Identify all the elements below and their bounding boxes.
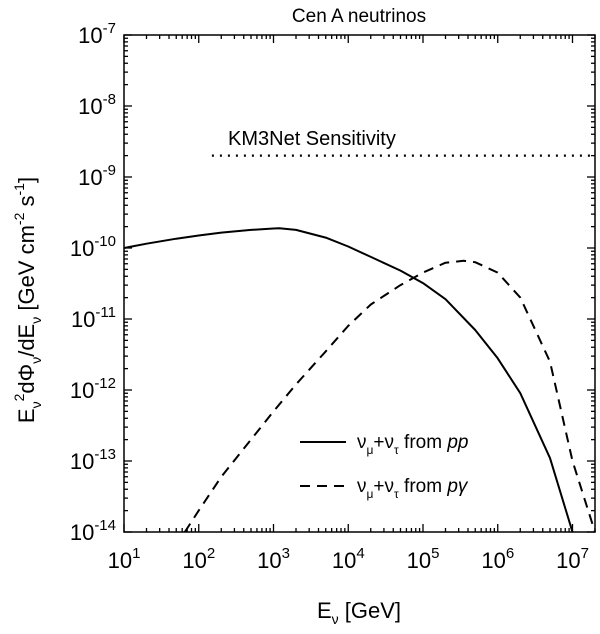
legend: νμ+ντ from pp νμ+ντ from pγ xyxy=(300,432,469,501)
x-tick-label: 103 xyxy=(257,545,290,573)
y-tick-label: 10-8 xyxy=(78,91,116,119)
legend-label-pgamma: νμ+ντ from pγ xyxy=(357,476,469,501)
y-tick-label: 10-11 xyxy=(71,304,116,332)
series-line-1 xyxy=(183,259,596,533)
x-axis-label: Eν [GeV] xyxy=(317,598,401,627)
plot-frame xyxy=(123,34,596,533)
y-tick-labels: 10-14 10-13 10-12 10-11 10-10 10-9 10-8 10-7 xyxy=(70,20,116,545)
chart-title: Cen A neutrinos xyxy=(292,6,426,27)
y-tick-label: 10-10 xyxy=(70,233,116,261)
x-tick-labels: 101 102 103 104 105 106 107 xyxy=(108,545,589,573)
y-axis-label: Eν2dΦν/dEν [GeV cm-2 s-1] xyxy=(11,177,44,423)
y-tick-label: 10-13 xyxy=(70,446,116,474)
x-tick-label: 105 xyxy=(407,545,440,573)
x-tick-label: 102 xyxy=(182,545,215,573)
km3net-annotation: KM3Net Sensitivity xyxy=(228,128,396,150)
y-tick-label: 10-9 xyxy=(78,162,116,190)
y-tick-label: 10-14 xyxy=(70,517,116,545)
y-tick-label: 10-12 xyxy=(70,375,116,403)
x-tick-label: 106 xyxy=(481,545,514,573)
x-tick-label: 101 xyxy=(108,545,141,573)
x-tick-label: 107 xyxy=(556,545,589,573)
legend-label-pp: νμ+ντ from pp xyxy=(357,432,468,457)
ticks-layer xyxy=(123,34,596,533)
y-tick-label: 10-7 xyxy=(78,20,116,48)
series-line-0 xyxy=(123,227,574,533)
series-layer xyxy=(123,154,596,533)
x-tick-label: 104 xyxy=(332,545,365,573)
